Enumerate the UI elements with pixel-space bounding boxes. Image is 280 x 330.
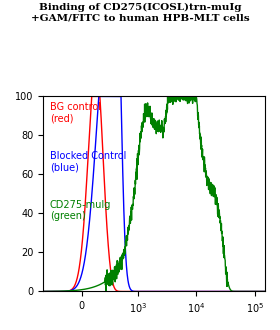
Text: CD275-muIg
(green): CD275-muIg (green) [50,200,111,221]
Text: Binding of CD275(ICOSL)trn-muIg
+GAM/FITC to human HPB-MLT cells: Binding of CD275(ICOSL)trn-muIg +GAM/FIT… [31,3,249,23]
Text: BG control
(red): BG control (red) [50,102,101,124]
Text: Blocked Control
(blue): Blocked Control (blue) [50,151,126,173]
